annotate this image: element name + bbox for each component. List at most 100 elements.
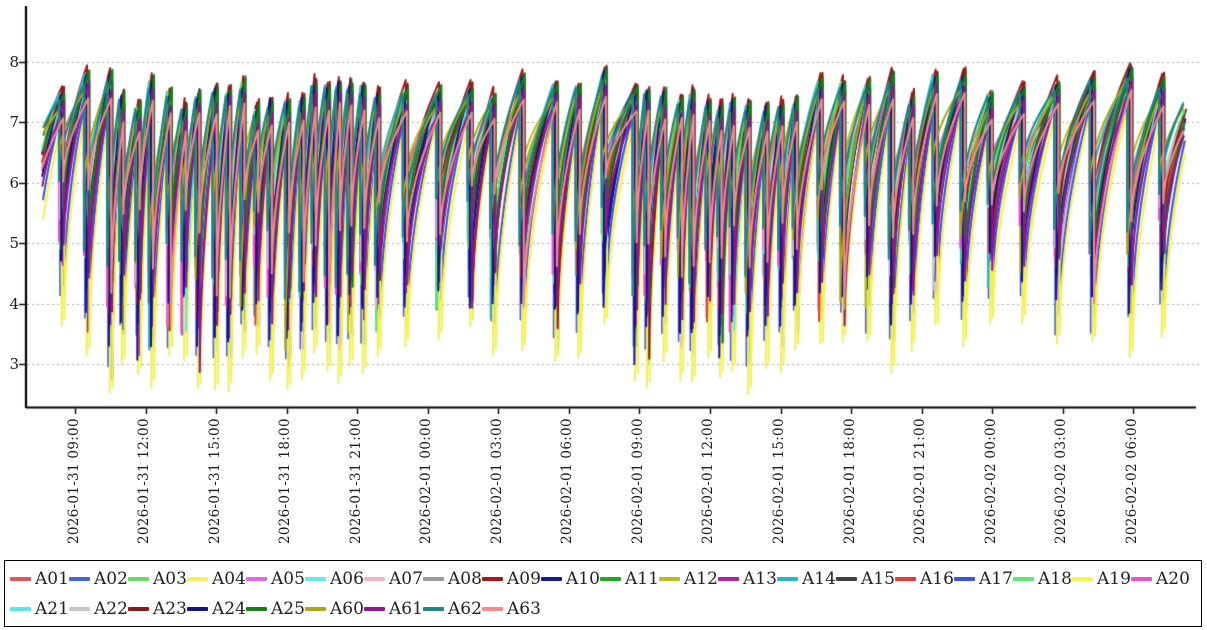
legend-swatch-icon (246, 577, 267, 581)
legend-swatch-icon (10, 607, 31, 611)
legend-swatch-icon (305, 607, 326, 611)
y-tick-label: 3 (9, 355, 19, 373)
legend-label: A23 (153, 599, 187, 619)
legend-label: A17 (979, 569, 1013, 589)
legend-swatch-icon (423, 577, 444, 581)
legend-item: A11 (600, 564, 659, 594)
legend-swatch-icon (246, 607, 267, 611)
x-tick-label: 2026-01-31 09:00 (65, 418, 82, 544)
legend-item: A05 (246, 564, 305, 594)
legend-swatch-icon (10, 577, 31, 581)
legend-item: A21 (10, 594, 69, 624)
x-tick-label: 2026-01-31 15:00 (206, 418, 223, 544)
legend-item: A63 (482, 594, 541, 624)
y-tick-label: 5 (9, 234, 19, 253)
legend-label: A62 (448, 599, 482, 619)
legend-swatch-icon (482, 607, 503, 611)
legend-item: A17 (954, 564, 1013, 594)
legend-item: A13 (718, 564, 777, 594)
legend-label: A20 (1156, 569, 1190, 589)
legend-item: A61 (364, 594, 423, 624)
legend-swatch-icon (600, 577, 621, 581)
legend-label: A18 (1038, 569, 1072, 589)
legend-label: A09 (507, 569, 541, 589)
x-tick-label: 2026-02-01 18:00 (841, 418, 858, 544)
legend-label: A14 (802, 569, 836, 589)
legend-item: A07 (364, 564, 423, 594)
legend-item: A24 (187, 594, 246, 624)
legend-label: A10 (566, 569, 600, 589)
legend-swatch-icon (364, 607, 385, 611)
legend-item: A02 (69, 564, 128, 594)
legend-swatch-icon (659, 577, 680, 581)
legend-swatch-icon (187, 577, 208, 581)
legend-box: A01 A02 A03 A04 A05 A06 A07 A08 A09 A10 A11 A12 A13 A… (4, 560, 1202, 627)
x-tick-label: 2026-02-01 09:00 (629, 418, 646, 544)
legend-swatch-icon (718, 577, 739, 581)
x-tick-label: 2026-02-01 03:00 (488, 418, 505, 544)
legend-item: A25 (246, 594, 305, 624)
legend-swatch-icon (128, 607, 149, 611)
legend-label: A16 (920, 569, 954, 589)
legend-item: A06 (305, 564, 364, 594)
legend-label: A63 (507, 599, 541, 619)
x-tick-label: 2026-02-01 00:00 (418, 418, 435, 544)
legend-swatch-icon (423, 607, 444, 611)
x-tick-label: 2026-01-31 21:00 (347, 418, 364, 544)
legend-item: A12 (659, 564, 718, 594)
y-tick-label: 4 (9, 294, 19, 313)
legend-swatch-icon (777, 577, 798, 581)
legend-label: A12 (684, 569, 718, 589)
legend-label: A19 (1097, 569, 1131, 589)
legend-item: A09 (482, 564, 541, 594)
legend-swatch-icon (1013, 577, 1034, 581)
legend-item: A19 (1072, 564, 1131, 594)
legend-swatch-icon (69, 577, 90, 581)
legend-label: A11 (625, 569, 659, 589)
legend-item: A22 (69, 594, 128, 624)
legend-swatch-icon (1072, 577, 1093, 581)
legend-swatch-icon (364, 577, 385, 581)
plot-canvas (0, 0, 1207, 420)
y-tick-label: 7 (9, 113, 19, 132)
x-tick-label: 2026-02-02 03:00 (1053, 418, 1070, 544)
x-tick-label: 2026-02-01 21:00 (912, 418, 929, 544)
legend-item: A15 (836, 564, 895, 594)
legend-item: A03 (128, 564, 187, 594)
legend-item: A23 (128, 594, 187, 624)
legend-label: A05 (271, 569, 305, 589)
legend-swatch-icon (305, 577, 326, 581)
legend-label: A02 (94, 569, 128, 589)
x-tick-label: 2026-02-01 15:00 (771, 418, 787, 544)
legend-item: A08 (423, 564, 482, 594)
y-tick-label: 6 (9, 173, 19, 192)
legend-label: A01 (35, 569, 69, 589)
legend-item: A14 (777, 564, 836, 594)
legend-label: A25 (271, 599, 305, 619)
legend-swatch-icon (187, 607, 208, 611)
legend-item: A10 (541, 564, 600, 594)
legend-label: A06 (330, 569, 364, 589)
legend-swatch-icon (128, 577, 149, 581)
x-tick-label: 2026-01-31 18:00 (277, 418, 294, 544)
legend-label: A22 (94, 599, 128, 619)
legend-swatch-icon (895, 577, 916, 581)
legend-swatch-icon (541, 577, 562, 581)
x-tick-label: 2026-02-02 06:00 (1123, 418, 1140, 544)
legend-item: A18 (1013, 564, 1072, 594)
legend-swatch-icon (1131, 577, 1152, 581)
legend-label: A60 (330, 599, 364, 619)
legend-item: A62 (423, 594, 482, 624)
legend-item: A20 (1131, 564, 1190, 594)
x-tick-label: 2026-01-31 12:00 (136, 418, 153, 544)
legend-item: A01 (10, 564, 69, 594)
y-tick-label: 8 (9, 53, 19, 71)
legend-swatch-icon (836, 577, 857, 581)
legend-item: A16 (895, 564, 954, 594)
legend-label: A21 (35, 599, 69, 619)
legend-label: A03 (153, 569, 187, 589)
x-tick-label: 2026-02-02 00:00 (982, 418, 999, 544)
legend-swatch-icon (69, 607, 90, 611)
x-tick-label: 2026-02-01 12:00 (700, 418, 717, 544)
